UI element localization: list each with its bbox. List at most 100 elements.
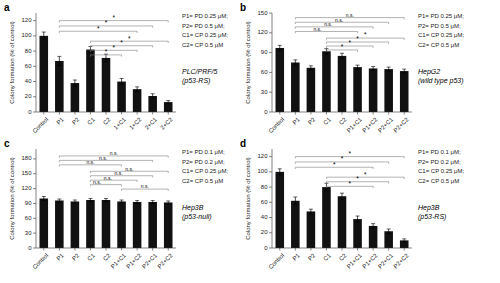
y-tick	[33, 173, 36, 174]
bracket-tick	[90, 50, 91, 52]
error-bar	[166, 201, 170, 204]
legend-note: C1= CP 0.25 μM;	[182, 32, 229, 38]
x-tick-label: P2+C2	[392, 252, 410, 270]
bracket-tick	[326, 38, 327, 40]
error-line	[137, 87, 138, 92]
error-cap	[73, 202, 77, 203]
y-tick	[33, 112, 36, 113]
bracket-tick	[388, 182, 389, 184]
significance-label: n.s.	[335, 17, 343, 23]
error-cap	[135, 86, 139, 87]
bar	[322, 187, 331, 248]
bracket-tick	[404, 18, 405, 20]
bracket-tick	[295, 18, 296, 20]
y-tick-label: 60	[261, 199, 268, 205]
y-tick-label: 80	[25, 48, 32, 54]
error-bar	[57, 56, 61, 65]
bar	[384, 231, 393, 248]
x-tick-label: P2	[307, 252, 317, 262]
error-cap	[88, 198, 92, 199]
significance-label: *	[105, 19, 108, 26]
significance-label: *	[120, 39, 123, 46]
x-tick-label: P1	[291, 252, 301, 262]
significance-label: n.s.	[99, 155, 107, 161]
bracket-tick	[90, 46, 91, 48]
error-line	[43, 32, 44, 40]
x-tick-label: P2+C2	[156, 252, 174, 270]
significance-bracket	[295, 27, 373, 29]
error-cap	[104, 61, 108, 62]
error-cap	[42, 39, 46, 40]
error-bar	[387, 229, 391, 234]
x-tick-label: C1	[322, 252, 332, 262]
bracket-tick	[373, 27, 374, 29]
panel-title: PLC/PRF/5(p53-RS)	[182, 68, 218, 85]
error-line	[59, 56, 60, 65]
bracket-tick	[59, 165, 60, 167]
error-cap	[340, 58, 344, 59]
x-tick	[388, 248, 389, 251]
error-line	[310, 209, 311, 214]
bar	[71, 201, 80, 248]
y-tick-label: 0	[28, 109, 32, 115]
legend-note: P1= PD 0.25 μM;	[182, 13, 228, 19]
error-cap	[324, 53, 328, 54]
error-cap	[120, 202, 124, 203]
x-tick-label: Control	[267, 252, 285, 270]
panel-title: HepG2(wild type p53)	[418, 68, 464, 85]
error-cap	[387, 228, 391, 229]
error-bar	[135, 87, 139, 92]
bars	[40, 32, 173, 112]
x-tick-label: C1	[86, 252, 96, 262]
y-tick	[269, 217, 272, 218]
significance-label: *	[356, 35, 359, 42]
panel: 0306090120150ControlP1P2C1C2P1+C1P1+C2P2…	[240, 2, 465, 134]
bracket-tick	[326, 186, 327, 188]
bracket-tick	[137, 31, 138, 33]
error-bar	[402, 69, 406, 73]
y-axis-label: Colony formation (% of control)	[245, 21, 251, 104]
significance-label: n.s.	[125, 166, 133, 172]
error-bar	[73, 200, 77, 203]
significance-label: n.s.	[115, 170, 123, 176]
error-cap	[42, 200, 46, 201]
error-cap	[151, 93, 155, 94]
bracket-line	[295, 26, 373, 27]
bracket-line	[295, 31, 357, 32]
error-cap	[309, 213, 313, 214]
error-bar	[371, 66, 375, 70]
error-line	[373, 66, 374, 70]
error-bar	[356, 216, 360, 222]
error-cap	[166, 100, 170, 101]
error-line	[295, 60, 296, 65]
x-tick	[279, 248, 280, 251]
y-axis	[272, 13, 273, 112]
y-tick	[269, 171, 272, 172]
significance-label: n.s.	[110, 150, 118, 156]
legend-note: P2= PD 0.5 μM;	[418, 23, 461, 29]
bracket-tick	[326, 182, 327, 184]
title-line: (p53-RS)	[418, 213, 446, 221]
bar	[291, 63, 300, 113]
error-line	[74, 200, 75, 203]
x-tick-label: 1+C1	[113, 116, 128, 131]
bar	[338, 56, 347, 112]
x-tick	[373, 112, 374, 115]
error-bar	[57, 199, 61, 202]
error-cap	[309, 65, 313, 66]
x-tick	[310, 112, 311, 115]
bar	[322, 51, 331, 112]
significance-label: *	[364, 171, 367, 178]
bar	[369, 226, 378, 248]
bracket-tick	[59, 26, 60, 28]
x-tick	[310, 248, 311, 251]
error-cap	[104, 198, 108, 199]
bar	[40, 199, 49, 249]
y-tick-label: 60	[25, 215, 32, 221]
error-cap	[371, 223, 375, 224]
bracket-tick	[295, 157, 296, 159]
y-tick	[269, 248, 272, 249]
y-tick-label: 0	[264, 245, 268, 251]
error-bar	[104, 199, 108, 202]
y-tick-label: 120	[21, 17, 32, 23]
